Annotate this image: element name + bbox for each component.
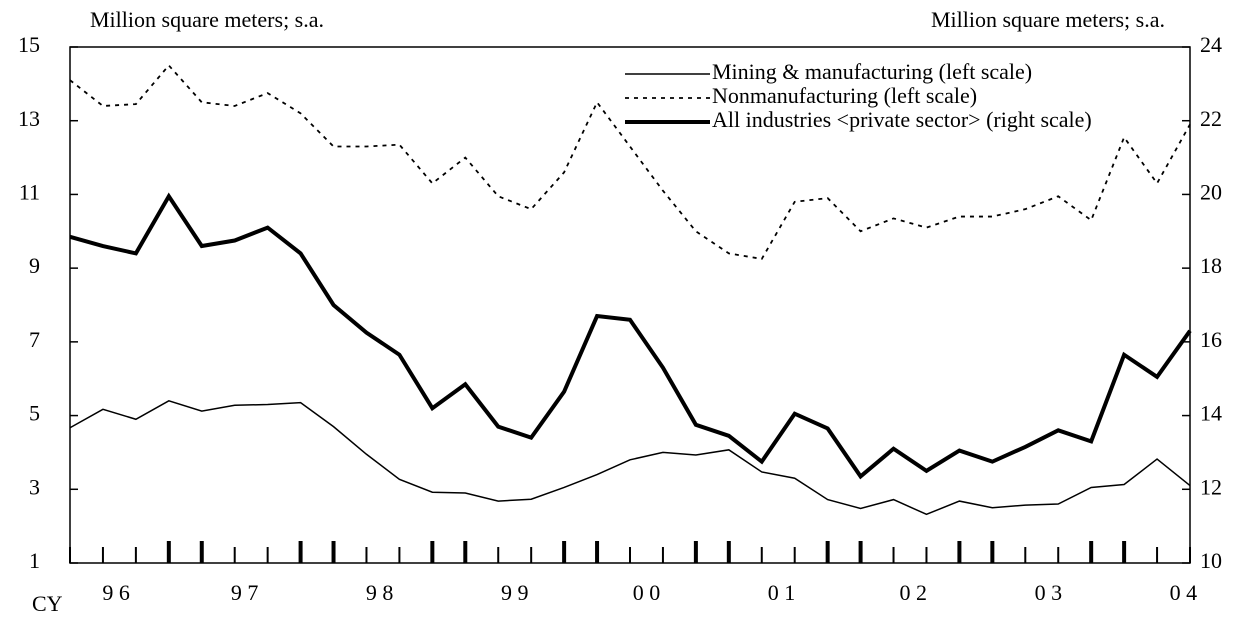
y-tick-label: 3 <box>29 474 40 499</box>
x-tick-label: 0 2 <box>900 580 928 605</box>
legend-label: All industries <private sector> (right s… <box>712 107 1092 132</box>
series-line <box>69 400 1191 516</box>
y-tick-label: 15 <box>18 32 40 57</box>
y2-tick-label: 24 <box>1200 32 1222 57</box>
x-tick-label: 0 1 <box>768 580 796 605</box>
x-tick-label: 0 4 <box>1170 580 1198 605</box>
legend-label: Nonmanufacturing (left scale) <box>712 83 977 108</box>
series-line <box>69 64 1191 260</box>
x-tick-label: 0 3 <box>1035 580 1063 605</box>
x-tick-label: 0 0 <box>633 580 661 605</box>
y-tick-label: 7 <box>29 327 40 352</box>
y2-tick-label: 20 <box>1200 179 1222 204</box>
y-axis-label: Million square meters; s.a. <box>90 7 324 32</box>
y-tick-label: 9 <box>29 253 40 278</box>
y2-tick-label: 22 <box>1200 106 1222 131</box>
y2-tick-label: 12 <box>1200 474 1222 499</box>
y2-axis-label: Million square meters; s.a. <box>931 7 1165 32</box>
x-tick-label: 9 6 <box>102 580 130 605</box>
y2-tick-label: 10 <box>1200 548 1222 573</box>
x-tick-label: 9 8 <box>366 580 394 605</box>
y2-tick-label: 18 <box>1200 253 1222 278</box>
y2-tick-label: 14 <box>1200 401 1222 426</box>
y-tick-label: 5 <box>29 401 40 426</box>
x-prefix: CY <box>32 591 63 616</box>
x-tick-label: 9 7 <box>231 580 259 605</box>
y-tick-label: 11 <box>19 179 40 204</box>
x-tick-label: 9 9 <box>501 580 529 605</box>
y-tick-label: 1 <box>29 548 40 573</box>
series-line <box>69 192 1192 480</box>
y-tick-label: 13 <box>18 106 40 131</box>
legend-label: Mining & manufacturing (left scale) <box>712 59 1032 84</box>
y2-tick-label: 16 <box>1200 327 1222 352</box>
